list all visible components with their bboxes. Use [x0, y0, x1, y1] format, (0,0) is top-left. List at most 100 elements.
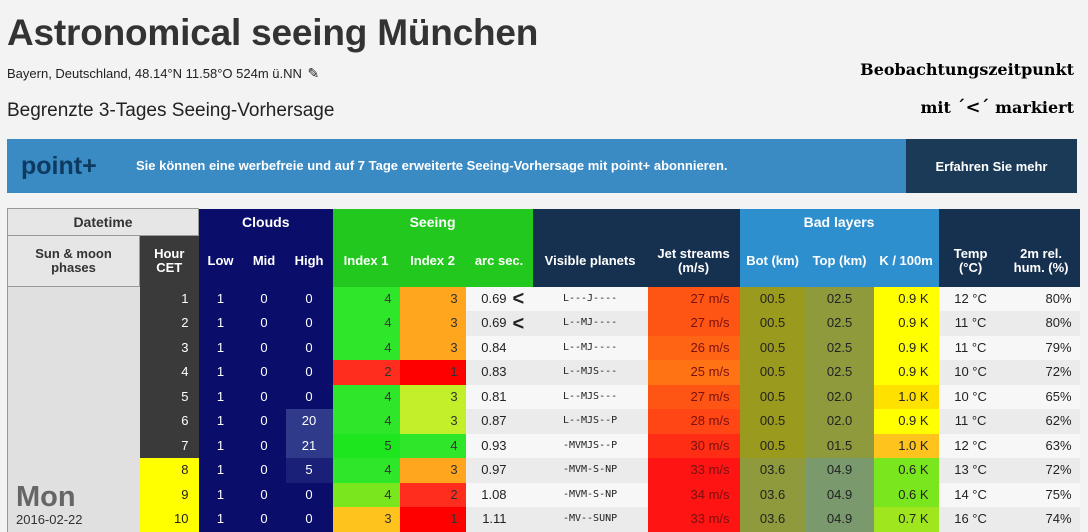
- bad-layer-top-cell: 02.5: [805, 311, 874, 336]
- clouds-high-cell: 0: [285, 482, 333, 507]
- arc-value: 0.69: [481, 315, 507, 331]
- seeing-index2-cell: 3: [399, 311, 466, 336]
- seeing-index2-cell: 2: [399, 482, 466, 507]
- table-row: 3 1 0 0 4 3 0.84 L--MJ---- 26 m/s 00.5 02.5 0.9 K 11…: [8, 335, 1080, 360]
- clouds-low-cell: 1: [198, 286, 243, 311]
- humidity-cell: 63%: [1002, 433, 1080, 458]
- group-bad-layers: Bad layers: [739, 208, 939, 236]
- clouds-high-cell: 20: [285, 409, 333, 434]
- clouds-mid-cell: 0: [242, 433, 286, 458]
- clouds-high-cell: 0: [285, 311, 333, 336]
- bad-layer-top-cell: 02.5: [805, 335, 874, 360]
- col-top: Top (km): [805, 235, 874, 287]
- seeing-arc-cell: 0.69 <: [465, 286, 533, 311]
- clouds-low-cell: 1: [198, 384, 243, 409]
- bad-layer-k-cell: 0.9 K: [873, 311, 939, 336]
- pointplus-banner: point+ Sie können eine werbefreie und au…: [7, 139, 1077, 193]
- table-row: 5 1 0 0 4 3 0.81 L--MJS--- 27 m/s 00.5 02.0 1.0 K 10…: [8, 384, 1080, 409]
- clouds-low-cell: 1: [198, 311, 243, 336]
- group-datetime: Datetime: [6, 208, 200, 236]
- observation-marker: <: [512, 288, 525, 311]
- clouds-mid-cell: 0: [242, 507, 286, 532]
- temperature-cell: 13 °C: [938, 458, 1003, 483]
- forecast-subtitle: Begrenzte 3-Tages Seeing-Vorhersage: [7, 100, 335, 121]
- seeing-arc-cell: 0.84: [465, 335, 533, 360]
- planets-cell: L--MJS--P: [532, 409, 648, 434]
- bad-layer-k-cell: 0.9 K: [873, 409, 939, 434]
- bad-layer-bottom-cell: 00.5: [739, 384, 806, 409]
- temperature-cell: 12 °C: [938, 286, 1003, 311]
- learn-more-button[interactable]: Erfahren Sie mehr: [906, 139, 1077, 193]
- clouds-mid-cell: 0: [242, 384, 286, 409]
- bad-layer-bottom-cell: 03.6: [739, 458, 806, 483]
- temperature-cell: 11 °C: [938, 311, 1003, 336]
- planets-cell: -MVM-S-NP: [532, 458, 648, 483]
- arc-value: 0.87: [481, 413, 507, 429]
- seeing-arc-cell: 0.83: [465, 360, 533, 385]
- hour-cell: 3: [139, 335, 199, 360]
- bad-layer-k-cell: 0.9 K: [873, 286, 939, 311]
- seeing-arc-cell: 0.81: [465, 384, 533, 409]
- col-index2: Index 2: [399, 235, 466, 287]
- seeing-index2-cell: 3: [399, 458, 466, 483]
- hour-cell: 8: [139, 458, 199, 483]
- humidity-cell: 79%: [1002, 335, 1080, 360]
- col-low: Low: [198, 235, 243, 287]
- planets-cell: L--MJ----: [532, 335, 648, 360]
- bad-layer-bottom-cell: 00.5: [739, 360, 806, 385]
- planets-cell: L--MJS---: [532, 360, 648, 385]
- clouds-mid-cell: 0: [242, 286, 286, 311]
- bad-layer-k-cell: 0.6 K: [873, 482, 939, 507]
- humidity-cell: 72%: [1002, 458, 1080, 483]
- bad-layer-k-cell: 0.9 K: [873, 360, 939, 385]
- clouds-high-cell: 5: [285, 458, 333, 483]
- bad-layer-k-cell: 0.9 K: [873, 335, 939, 360]
- jet-stream-cell: 33 m/s: [647, 507, 740, 532]
- hour-cell: 4: [139, 360, 199, 385]
- group-seeing: Seeing: [332, 208, 533, 236]
- clouds-mid-cell: 0: [242, 409, 286, 434]
- clouds-mid-cell: 0: [242, 458, 286, 483]
- day-cell: Mon 2016-02-22: [7, 286, 140, 532]
- bad-layer-top-cell: 04.9: [805, 507, 874, 532]
- clouds-low-cell: 1: [198, 507, 243, 532]
- bad-layer-top-cell: 01.5: [805, 433, 874, 458]
- bad-layer-top-cell: 02.5: [805, 286, 874, 311]
- col-k: K / 100m: [873, 235, 939, 287]
- seeing-arc-cell: 1.11: [465, 507, 533, 532]
- bad-layer-top-cell: 02.0: [805, 384, 874, 409]
- seeing-arc-cell: 0.69 <: [465, 311, 533, 336]
- seeing-table: Datetime Clouds Seeing Bad layers Sun & …: [6, 208, 1080, 532]
- bad-layer-k-cell: 1.0 K: [873, 384, 939, 409]
- col-index1: Index 1: [332, 235, 400, 287]
- hour-cell: 6: [139, 409, 199, 434]
- clouds-high-cell: 0: [285, 335, 333, 360]
- col-high: High: [285, 235, 333, 287]
- seeing-index1-cell: 2: [332, 360, 400, 385]
- seeing-arc-cell: 0.87: [465, 409, 533, 434]
- day-name: Mon: [16, 480, 76, 513]
- col-planets: Visible planets: [532, 235, 648, 287]
- table-row: 4 1 0 0 2 1 0.83 L--MJS--- 25 m/s 00.5 02.5 0.9 K 10…: [8, 360, 1080, 385]
- seeing-index2-cell: 3: [399, 335, 466, 360]
- temperature-cell: 10 °C: [938, 360, 1003, 385]
- seeing-index2-cell: 3: [399, 286, 466, 311]
- humidity-cell: 80%: [1002, 311, 1080, 336]
- seeing-index1-cell: 4: [332, 311, 400, 336]
- note-text-b: markiert: [989, 98, 1074, 117]
- seeing-index1-cell: 4: [332, 409, 400, 434]
- edit-icon[interactable]: ✎: [307, 65, 320, 81]
- bad-layer-bottom-cell: 00.5: [739, 433, 806, 458]
- clouds-low-cell: 1: [198, 409, 243, 434]
- clouds-low-cell: 1: [198, 360, 243, 385]
- clouds-low-cell: 1: [198, 433, 243, 458]
- seeing-index1-cell: 4: [332, 335, 400, 360]
- bad-layer-top-cell: 04.9: [805, 482, 874, 507]
- seeing-arc-cell: 0.97: [465, 458, 533, 483]
- location-text: Bayern, Deutschland, 48.14°N 11.58°O 524…: [7, 66, 302, 81]
- jet-stream-cell: 27 m/s: [647, 311, 740, 336]
- observation-marker: <: [512, 312, 525, 335]
